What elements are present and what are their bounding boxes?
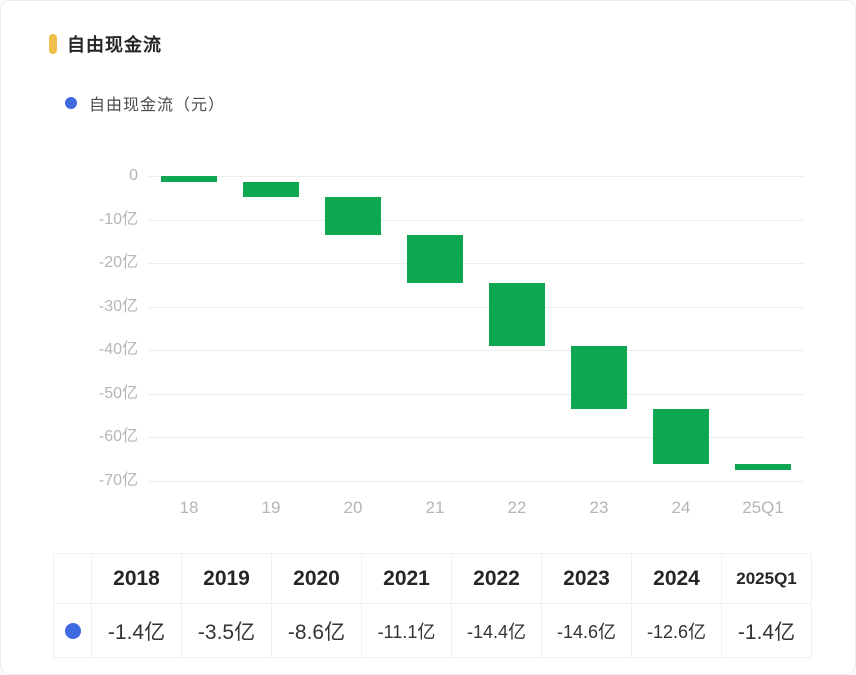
x-axis-tick-label: 24 xyxy=(671,498,691,517)
legend-label: 自由现金流（元） xyxy=(89,97,226,114)
gridline xyxy=(148,219,804,221)
waterfall-bar-24[interactable] xyxy=(653,409,709,464)
y-axis-tick-label: -60亿 xyxy=(98,428,138,445)
table-header-year: 2021 xyxy=(361,553,452,604)
waterfall-bar-20[interactable] xyxy=(325,197,381,235)
x-axis-tick-label: 22 xyxy=(507,498,527,517)
x-axis-tick-label: 20 xyxy=(343,498,363,517)
gridline xyxy=(148,350,804,351)
x-axis-tick-label: 19 xyxy=(261,498,281,517)
table-header-year: 2020 xyxy=(271,553,362,604)
table-header-year: 2018 xyxy=(91,553,182,604)
y-axis-labels: 0 -10亿 -20亿 -30亿 -40亿 -50亿 -60亿 -70亿 xyxy=(1,167,138,493)
waterfall-bar-23[interactable] xyxy=(571,345,627,410)
table-cell-value: -3.5亿 xyxy=(181,603,272,658)
gridline xyxy=(148,480,804,482)
y-axis-tick-label: -40亿 xyxy=(98,341,138,358)
table-header-row: 2018 2019 2020 2021 2022 2023 2024 2025Q1 xyxy=(53,553,812,604)
x-axis-labels: 18 19 20 21 22 23 24 25Q1 xyxy=(148,498,804,524)
gridline xyxy=(148,263,804,264)
data-table: 2018 2019 2020 2021 2022 2023 2024 2025Q1 -1.4亿… xyxy=(53,553,812,658)
table-cell-value: -14.6亿 xyxy=(541,603,632,658)
y-axis-tick-label: -30亿 xyxy=(98,297,138,315)
x-axis-tick-label: 18 xyxy=(179,498,199,517)
gridline xyxy=(148,393,804,395)
gridline xyxy=(148,437,804,438)
table-header-series xyxy=(53,553,92,604)
waterfall-bar-19[interactable] xyxy=(243,182,299,198)
legend-dot-icon xyxy=(65,97,77,109)
x-axis-tick-label: 25Q1 xyxy=(742,498,784,517)
waterfall-bar-18[interactable] xyxy=(161,176,217,183)
plot-area xyxy=(148,176,804,493)
table-cell-value: -12.6亿 xyxy=(631,603,722,658)
x-axis-tick-label: 21 xyxy=(425,498,445,517)
title-accent-bar xyxy=(49,34,57,54)
table-cell-value: -11.1亿 xyxy=(361,603,452,658)
table-header-year: 2023 xyxy=(541,553,632,604)
table-cell-value: -8.6亿 xyxy=(271,603,362,658)
page-title: 自由现金流 xyxy=(67,35,162,55)
x-axis-tick-label: 23 xyxy=(589,498,609,517)
table-header-year: 2019 xyxy=(181,553,272,604)
waterfall-bar-25Q1[interactable] xyxy=(735,463,791,471)
table-header-year: 2024 xyxy=(631,553,722,604)
y-axis-tick-label: 0 xyxy=(129,167,138,184)
table-cell-value: -1.4亿 xyxy=(721,603,812,658)
table-header-year: 2025Q1 xyxy=(721,553,812,604)
y-axis-tick-label: -70亿 xyxy=(98,471,138,489)
y-axis-tick-label: -20亿 xyxy=(98,254,138,271)
y-axis-tick-label: -50亿 xyxy=(98,384,138,402)
series-dot-cell xyxy=(53,603,92,658)
table-body: -1.4亿 -3.5亿 -8.6亿 -11.1亿 -14.4亿 -14.6亿 -12.6亿 -… xyxy=(53,603,812,658)
y-axis-tick-label: -10亿 xyxy=(98,210,138,228)
table-row: -1.4亿 -3.5亿 -8.6亿 -11.1亿 -14.4亿 -14.6亿 -12.6亿 -… xyxy=(53,603,812,658)
series-dot-icon xyxy=(64,622,81,639)
gridline xyxy=(148,176,804,177)
waterfall-bar-21[interactable] xyxy=(407,234,463,283)
legend-item-free-cash-flow[interactable]: 自由现金流（元） xyxy=(65,91,225,115)
table-cell-value: -1.4亿 xyxy=(91,603,182,658)
table-header-year: 2022 xyxy=(451,553,542,604)
waterfall-bar-22[interactable] xyxy=(489,283,545,346)
gridline xyxy=(148,306,804,308)
card-title-row: 自由现金流 xyxy=(49,31,162,57)
table-cell-value: -14.4亿 xyxy=(451,603,542,658)
